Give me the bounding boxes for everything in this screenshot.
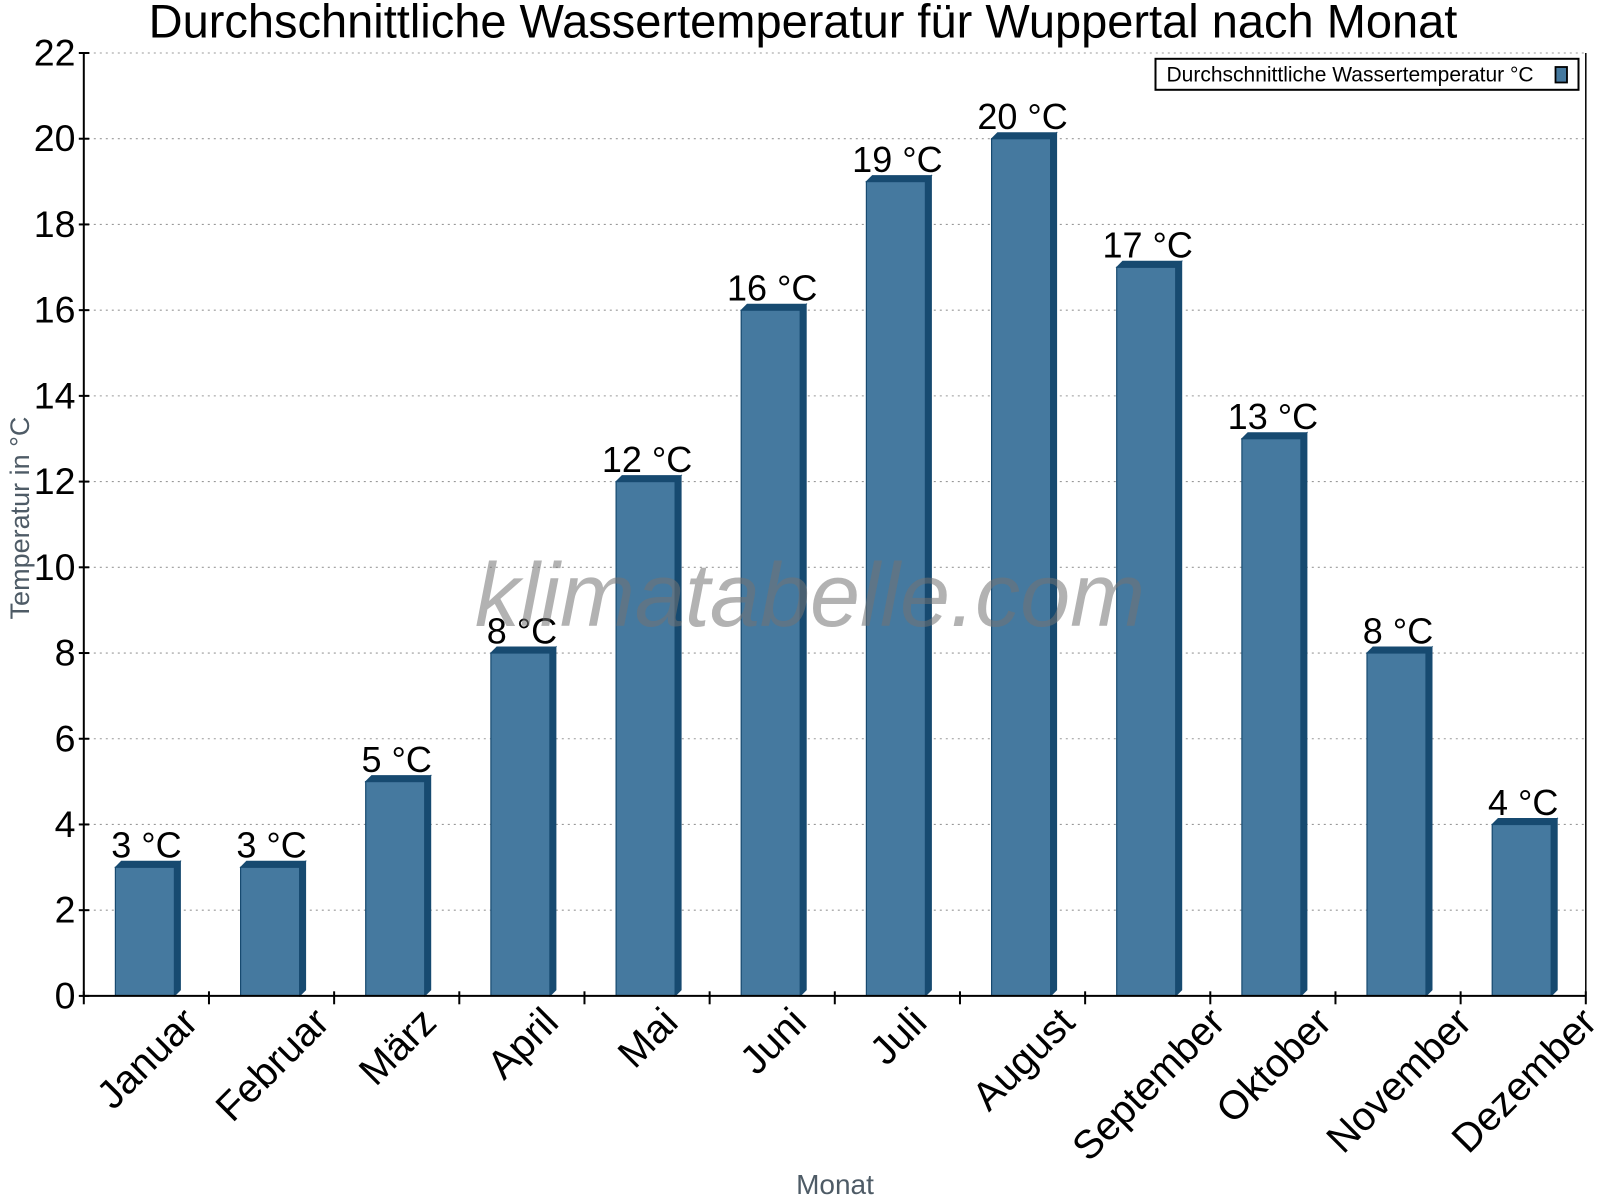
svg-text:4 °C: 4 °C: [1488, 782, 1558, 823]
svg-text:18: 18: [34, 203, 76, 245]
svg-text:5 °C: 5 °C: [361, 739, 431, 780]
svg-text:Monat: Monat: [796, 1169, 874, 1200]
svg-text:16: 16: [34, 289, 76, 331]
svg-text:19 °C: 19 °C: [852, 139, 942, 180]
svg-text:22: 22: [34, 32, 76, 74]
svg-text:Durchschnittliche Wassertemper: Durchschnittliche Wassertemperatur für W…: [149, 0, 1458, 48]
svg-text:20: 20: [34, 117, 76, 159]
svg-text:Temperatur in °C: Temperatur in °C: [5, 417, 35, 620]
svg-text:Durchschnittliche Wassertemper: Durchschnittliche Wassertemperatur °C: [1167, 64, 1534, 87]
svg-text:3 °C: 3 °C: [111, 825, 181, 866]
svg-text:13 °C: 13 °C: [1228, 396, 1318, 437]
svg-text:8 °C: 8 °C: [487, 610, 557, 651]
svg-text:6: 6: [55, 717, 76, 759]
svg-text:2: 2: [55, 889, 76, 931]
svg-text:klimatabelle.com: klimatabelle.com: [475, 546, 1145, 646]
svg-text:8 °C: 8 °C: [1363, 610, 1433, 651]
svg-text:4: 4: [55, 803, 76, 845]
svg-text:8: 8: [55, 632, 76, 674]
svg-text:17 °C: 17 °C: [1102, 225, 1192, 266]
svg-text:10: 10: [34, 546, 76, 588]
svg-text:12: 12: [34, 460, 76, 502]
svg-text:14: 14: [34, 374, 76, 416]
svg-text:0: 0: [55, 974, 76, 1016]
svg-text:12 °C: 12 °C: [602, 439, 692, 480]
svg-text:20 °C: 20 °C: [977, 96, 1067, 137]
svg-text:16 °C: 16 °C: [727, 268, 817, 309]
svg-text:3 °C: 3 °C: [236, 825, 306, 866]
